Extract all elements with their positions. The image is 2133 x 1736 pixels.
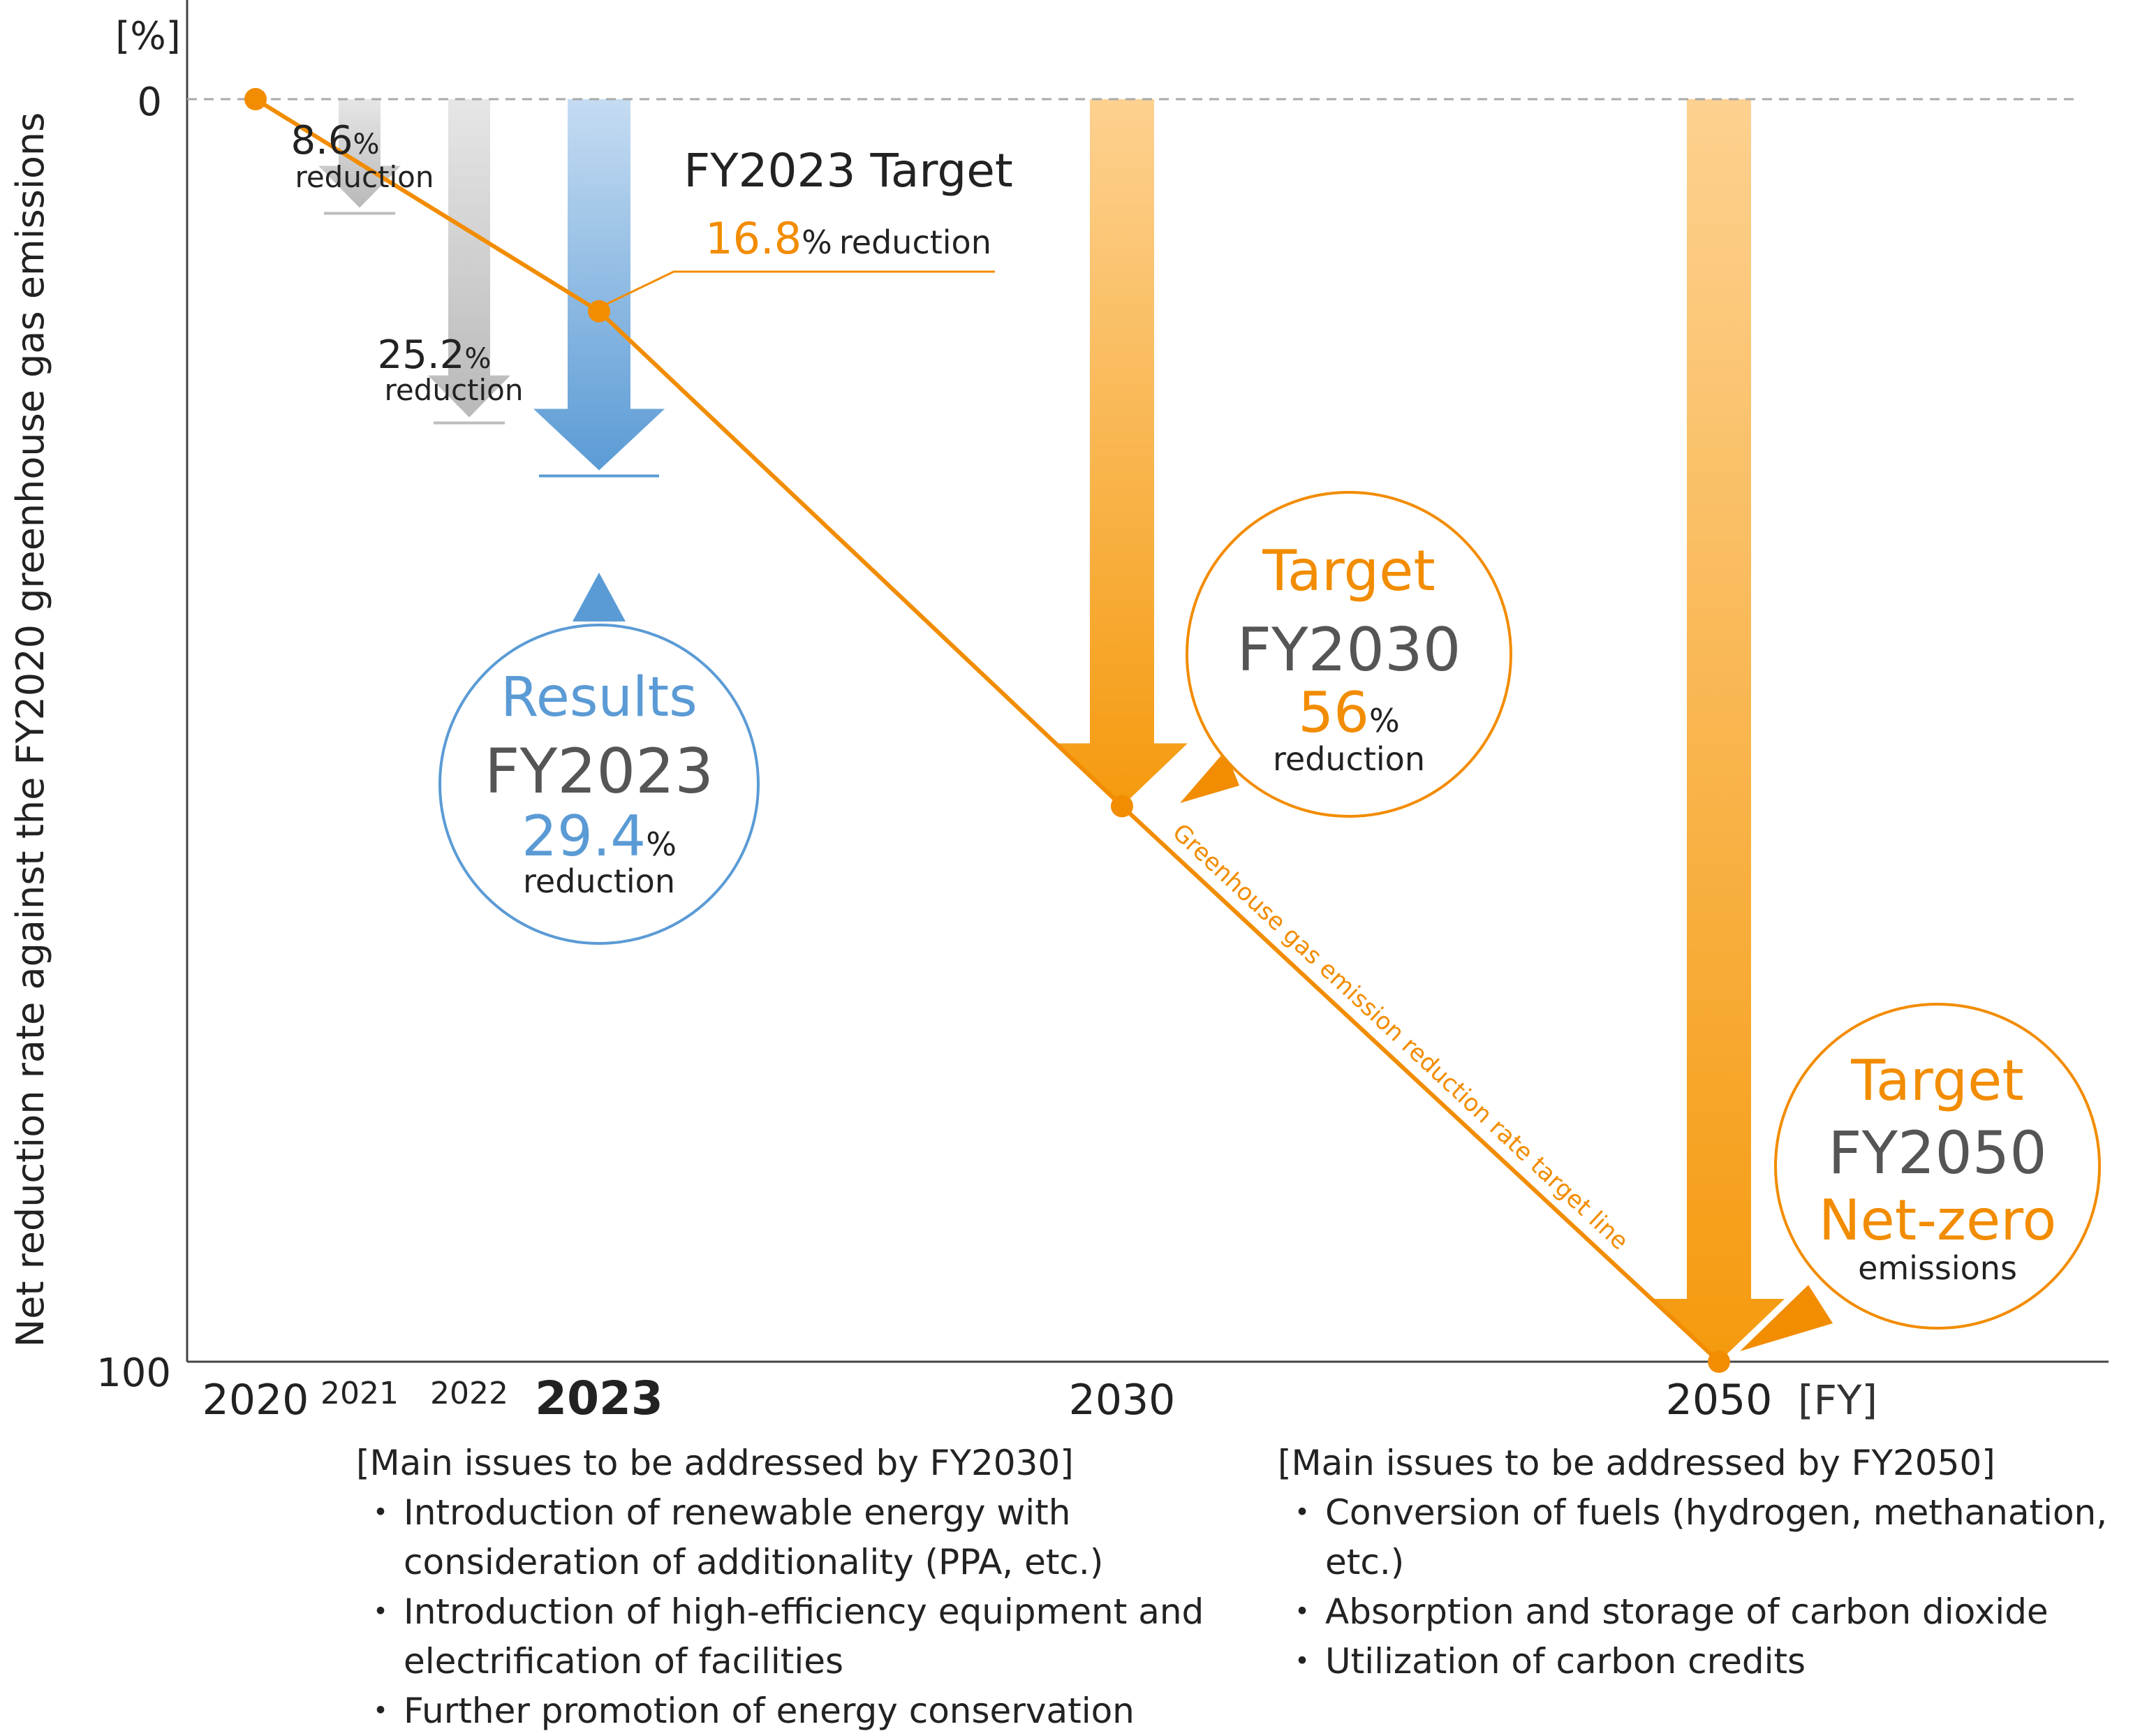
fy2023-target-value-percent: %: [802, 223, 832, 261]
results-callout-pointer: [573, 573, 626, 621]
target-2050-callout-pointer: [1740, 1285, 1833, 1351]
target-2030-callout-year: FY2030: [1237, 615, 1461, 685]
results-callout-title: Results: [501, 666, 698, 729]
result-2021-value-percent: %: [353, 128, 380, 161]
target-point: [1111, 795, 1133, 818]
result-2022-value-percent: %: [464, 343, 491, 375]
fy2023-target-title: FY2023 Target: [684, 144, 1012, 198]
target-2050-callout-year: FY2050: [1828, 1119, 2046, 1187]
x-tick-label: 2022: [430, 1376, 508, 1411]
y-tick-label: 0: [137, 80, 162, 125]
target-2050-callout-value: Net-zero: [1819, 1188, 2057, 1253]
result-2021-value: 8.6%: [290, 118, 379, 163]
issue-item: Introduction of renewable energy with co…: [363, 1488, 1236, 1587]
target-2050-callout-title: Target: [1850, 1048, 2024, 1113]
target-arrow-2050: [1653, 99, 1785, 1362]
target-2030-callout-pointer: [1180, 751, 1239, 803]
target-point: [1708, 1351, 1730, 1373]
results-callout-value: 29.4%: [522, 804, 677, 869]
issue-item: Introduction of high-efficiency equipmen…: [363, 1587, 1236, 1686]
results-callout-suffix: reduction: [523, 862, 675, 900]
result-2021-suffix: reduction: [295, 160, 434, 194]
y-axis-title: Net reduction rate against the FY2020 gr…: [8, 112, 52, 1348]
target-2030-callout-value-percent: %: [1369, 702, 1400, 740]
issue-item: Conversion of fuels (hydrogen, methanati…: [1285, 1488, 2116, 1587]
results-callout-circle: [438, 624, 760, 945]
x-tick-label: 2021: [320, 1376, 399, 1411]
x-tick-label: 2020: [202, 1376, 309, 1425]
x-unit-label: [FY]: [1798, 1376, 1877, 1424]
issue-item: Absorption and storage of carbon dioxide: [1285, 1587, 2116, 1637]
target-2030-callout-value: 56%: [1298, 680, 1400, 745]
issues-fy2050: [Main issues to be addressed by FY2050] …: [1278, 1439, 2116, 1686]
target-2030-callout-suffix: reduction: [1273, 740, 1425, 778]
target-2030-callout-value-number: 56: [1298, 680, 1369, 745]
x-tick-label: 2030: [1069, 1376, 1176, 1425]
result-arrow-2023: [533, 99, 665, 471]
target-line: [254, 97, 1721, 1364]
x-tick-label: 2050: [1666, 1376, 1773, 1425]
result-2022-value-number: 25.2: [378, 332, 465, 378]
target-2030-callout-title: Target: [1262, 538, 1435, 603]
fy2023-target-value: 16.8% reduction: [705, 213, 991, 264]
x-tick-label: 2023: [535, 1371, 663, 1425]
result-2021-value-number: 8.6: [290, 118, 353, 163]
result-arrow-2021: [318, 99, 401, 208]
results-callout-year: FY2023: [485, 735, 714, 807]
target-line-label: Greenhouse gas emission reduction rate t…: [1167, 818, 1634, 1256]
target-2030-callout-circle: [1186, 491, 1512, 818]
target-2050-callout-circle: [1774, 1003, 2101, 1330]
result-2022-suffix: reduction: [384, 373, 523, 407]
results-callout-value-number: 29.4: [522, 804, 646, 869]
fy2023-target-value-suffix: reduction: [839, 223, 991, 261]
result-arrow-2022: [428, 99, 510, 418]
target-arrow-2030: [1056, 99, 1188, 807]
result-2022-value: 25.2%: [378, 332, 492, 378]
y-tick-label: 100: [96, 1351, 171, 1396]
reduction-chart: [%] 0 100 Net reduction rate against the FY…: [8, 0, 2109, 1432]
y-unit-label: [%]: [115, 14, 180, 58]
x-tick-sublabel: Base year: [184, 1430, 337, 1432]
issues-fy2030-heading: [Main issues to be addressed by FY2030]: [356, 1443, 1074, 1483]
target-point: [244, 88, 267, 110]
target-2050-callout-suffix: emissions: [1858, 1249, 2017, 1287]
issue-item: Further promotion of energy conservation: [363, 1686, 1236, 1736]
fy2023-target-value-number: 16.8: [705, 213, 802, 264]
issues-fy2030-list: Introduction of renewable energy with co…: [356, 1488, 1236, 1736]
issues-fy2050-list: Conversion of fuels (hydrogen, methanati…: [1278, 1488, 2116, 1686]
issues-fy2030: [Main issues to be addressed by FY2030] …: [356, 1439, 1236, 1736]
issue-item: Utilization of carbon credits: [1285, 1637, 2116, 1686]
results-callout-value-percent: %: [646, 825, 677, 863]
fy2023-target-leader-line: [603, 270, 995, 307]
issues-fy2050-heading: [Main issues to be addressed by FY2050]: [1278, 1443, 1995, 1483]
